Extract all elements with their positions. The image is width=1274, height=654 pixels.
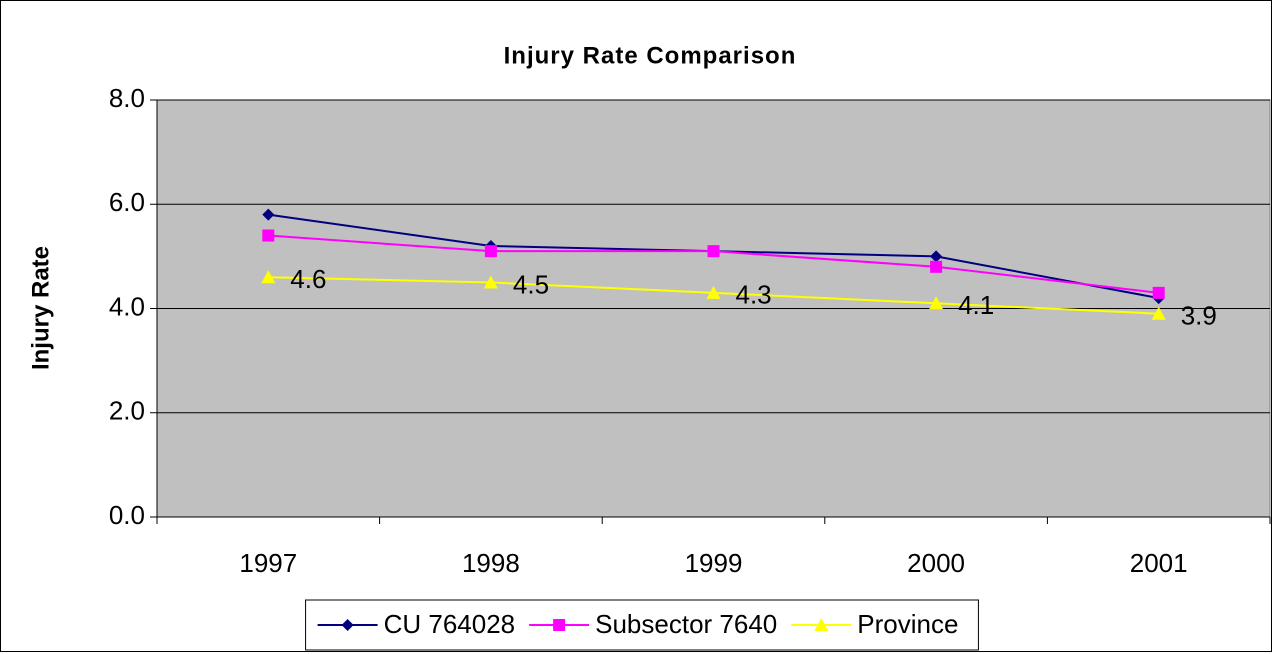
data-label: 3.9 xyxy=(1181,301,1217,331)
marker xyxy=(341,619,354,631)
y-tick-label: 0.0 xyxy=(109,500,145,530)
data-label: 4.3 xyxy=(736,280,772,310)
marker xyxy=(1152,286,1165,299)
legend-label: Subsector 7640 xyxy=(595,609,777,639)
marker xyxy=(707,245,720,258)
y-tick-label: 4.0 xyxy=(109,291,145,321)
x-tick-label: 2001 xyxy=(1130,548,1188,578)
x-tick-label: 2000 xyxy=(907,548,965,578)
marker xyxy=(261,270,276,284)
legend-item: Province xyxy=(791,609,958,639)
legend: CU 764028 Subsector 7640 Province xyxy=(305,599,979,651)
y-tick-label: 8.0 xyxy=(109,83,145,113)
marker xyxy=(930,260,943,273)
data-label: 4.5 xyxy=(513,269,549,299)
y-tick-label: 6.0 xyxy=(109,187,145,217)
marker xyxy=(814,618,829,631)
marker xyxy=(929,296,944,310)
legend-item: Subsector 7640 xyxy=(529,609,777,639)
chart-title: Injury Rate Comparison xyxy=(504,42,797,69)
data-label: 4.6 xyxy=(290,264,326,294)
legend-box xyxy=(305,599,979,651)
marker xyxy=(262,208,275,221)
marker xyxy=(706,285,721,299)
marker xyxy=(483,275,498,289)
y-tick-label: 2.0 xyxy=(109,396,145,426)
legend-label: Province xyxy=(857,609,958,639)
y-axis-label: Injury Rate xyxy=(27,246,54,370)
x-tick-label: 1999 xyxy=(685,548,743,578)
marker xyxy=(484,245,497,258)
legend-label: CU 764028 xyxy=(384,609,516,639)
legend-item: CU 764028 xyxy=(317,609,516,639)
marker xyxy=(553,619,566,631)
marker xyxy=(1151,306,1166,320)
marker xyxy=(930,250,943,263)
marker xyxy=(262,229,275,242)
x-tick-label: 1998 xyxy=(462,548,520,578)
data-label: 4.1 xyxy=(958,290,994,320)
x-tick-label: 1997 xyxy=(239,548,297,578)
